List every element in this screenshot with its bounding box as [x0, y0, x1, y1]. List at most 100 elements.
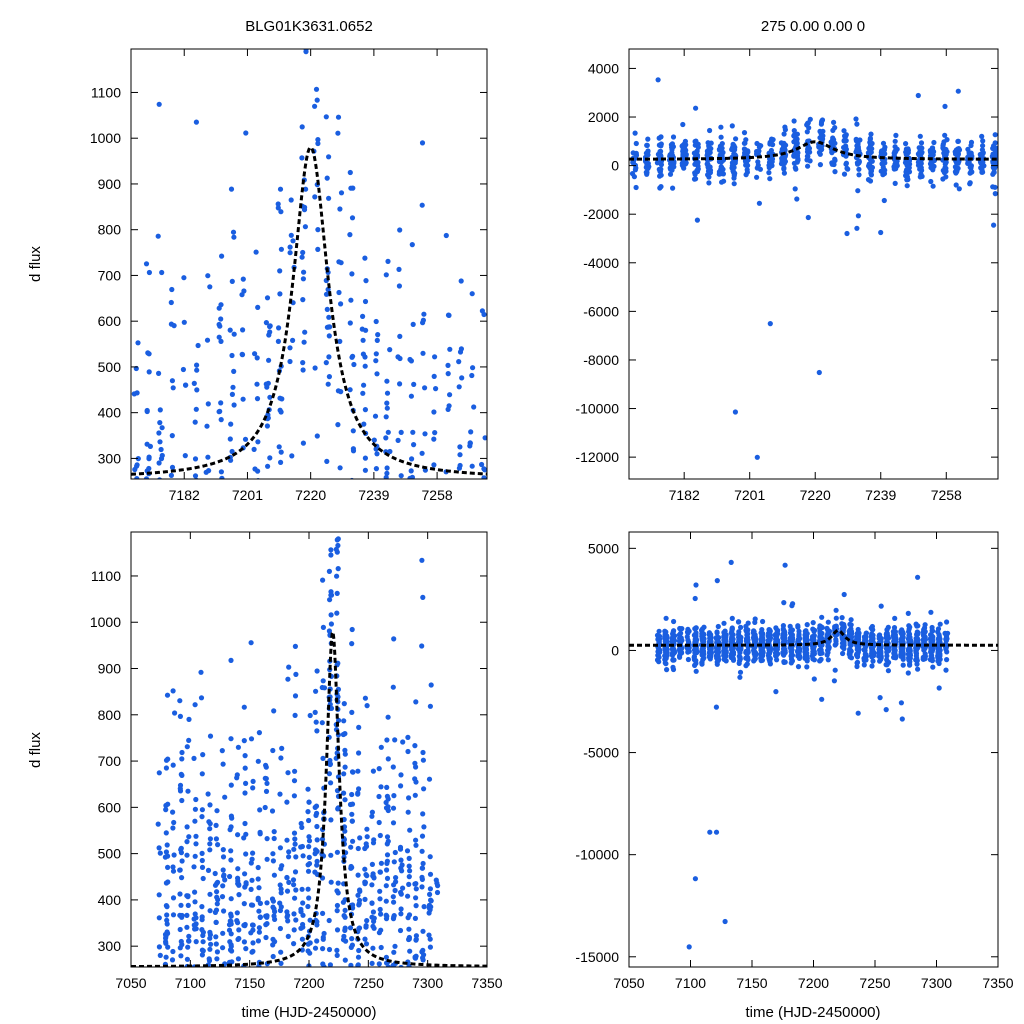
data-point	[750, 630, 756, 636]
data-point	[406, 926, 412, 932]
data-point	[370, 909, 376, 915]
data-point	[347, 232, 353, 238]
data-point	[314, 728, 320, 734]
data-point	[328, 612, 334, 618]
data-point	[199, 857, 205, 864]
data-point	[270, 942, 276, 948]
data-point	[277, 268, 283, 274]
data-point	[467, 440, 473, 446]
data-point	[170, 825, 176, 831]
data-point	[680, 121, 686, 128]
data-point	[694, 217, 701, 223]
data-point	[794, 196, 800, 202]
data-point	[922, 622, 928, 628]
data-point	[706, 174, 712, 180]
data-point	[407, 948, 413, 954]
data-point	[314, 858, 320, 865]
data-point	[410, 321, 416, 327]
data-point	[355, 892, 361, 898]
data-point	[335, 880, 341, 886]
data-point	[277, 900, 283, 906]
data-point	[364, 918, 370, 924]
data-point	[146, 465, 152, 472]
data-point	[200, 752, 206, 758]
data-point	[326, 628, 332, 634]
data-point	[644, 142, 650, 148]
data-point	[758, 655, 764, 661]
data-point	[411, 442, 417, 448]
data-point	[737, 655, 743, 661]
data-point	[992, 191, 998, 197]
data-point	[892, 150, 898, 156]
data-points	[155, 536, 441, 967]
data-point	[157, 952, 163, 959]
data-point	[228, 857, 234, 863]
data-point	[700, 637, 706, 643]
data-point	[186, 716, 192, 723]
data-point	[374, 451, 380, 457]
data-point	[249, 856, 255, 862]
data-point	[811, 657, 818, 663]
data-point	[306, 817, 312, 824]
data-point	[222, 794, 228, 800]
data-point	[229, 948, 235, 954]
data-point	[732, 409, 739, 415]
data-point	[164, 692, 171, 698]
data-point	[276, 325, 282, 331]
y-tick-label: -8000	[583, 352, 619, 368]
data-point	[212, 909, 218, 916]
data-point	[299, 843, 305, 850]
data-point	[218, 469, 224, 475]
data-point	[305, 786, 311, 792]
data-point	[717, 147, 723, 153]
data-point	[967, 181, 973, 187]
data-point	[743, 137, 749, 143]
y-tick-label: 1100	[91, 84, 121, 100]
data-point	[370, 768, 376, 774]
data-point	[825, 649, 831, 656]
x-tick-label: 7100	[175, 975, 206, 991]
data-point	[735, 646, 742, 652]
y-tick-label: 800	[98, 222, 122, 238]
data-point	[177, 945, 183, 951]
data-point	[832, 169, 838, 175]
data-point	[781, 659, 787, 665]
data-point	[840, 650, 846, 657]
x-tick-label: 7239	[865, 487, 896, 503]
data-point	[305, 941, 311, 947]
data-point	[341, 718, 347, 724]
plot-frame	[628, 48, 999, 480]
data-point	[656, 628, 662, 634]
data-point	[334, 908, 340, 914]
data-point	[458, 278, 464, 284]
data-point	[721, 634, 727, 640]
data-point	[360, 313, 366, 319]
data-point	[767, 631, 773, 637]
data-point	[271, 906, 277, 912]
data-point	[804, 655, 810, 661]
data-point	[811, 651, 818, 657]
data-point	[419, 140, 426, 146]
data-point	[980, 151, 986, 157]
data-point	[343, 938, 349, 944]
data-point	[663, 615, 669, 621]
data-point	[234, 918, 240, 924]
data-point	[811, 676, 817, 682]
data-point	[405, 893, 411, 899]
data-point	[184, 824, 190, 830]
data-point	[300, 297, 306, 303]
data-point	[171, 323, 177, 329]
data-point	[205, 273, 211, 279]
data-point	[355, 790, 361, 796]
data-point	[928, 609, 934, 615]
data-point	[371, 437, 377, 443]
data-point	[915, 631, 921, 637]
data-point	[291, 927, 297, 933]
data-point	[670, 164, 676, 170]
data-point	[275, 205, 281, 211]
data-point	[899, 637, 905, 643]
data-point	[361, 421, 367, 427]
data-point	[781, 600, 787, 606]
data-point	[257, 914, 263, 920]
data-point	[192, 889, 198, 895]
